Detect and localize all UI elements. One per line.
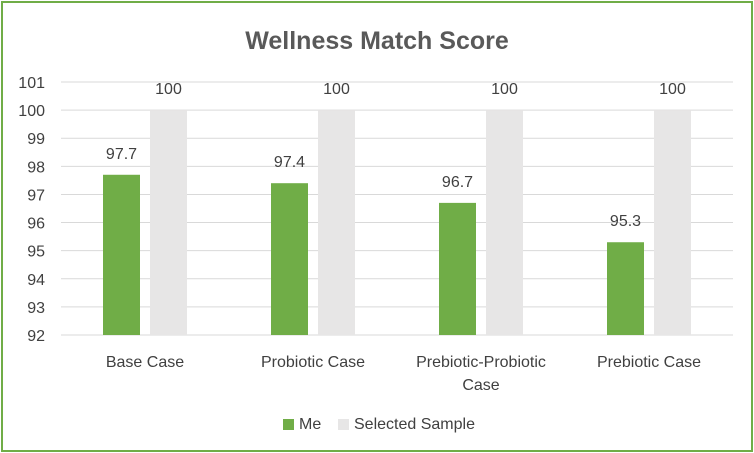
data-label: 97.7: [106, 146, 137, 163]
y-tick-label: 92: [27, 328, 45, 345]
y-tick-label: 101: [18, 75, 45, 92]
bar-selected-sample: [486, 110, 523, 335]
bar-me: [607, 242, 644, 335]
bar-selected-sample: [150, 110, 187, 335]
data-label: 100: [491, 81, 518, 98]
data-label: 96.7: [442, 174, 473, 191]
category-label: Case: [462, 377, 499, 394]
bar-me: [103, 174, 140, 335]
y-tick-label: 98: [27, 159, 45, 176]
y-tick-label: 99: [27, 131, 45, 148]
category-label: Base Case: [106, 354, 184, 371]
bar-selected-sample: [318, 110, 355, 335]
y-tick-label: 100: [18, 103, 45, 120]
legend-swatch-me: [283, 419, 294, 430]
y-tick-label: 95: [27, 244, 45, 261]
legend-swatch-selected-sample: [338, 419, 349, 430]
data-label: 100: [155, 81, 182, 98]
y-tick-label: 97: [27, 187, 45, 204]
category-label: Probiotic Case: [261, 354, 365, 371]
category-label: Prebiotic Case: [597, 354, 701, 371]
bar-me: [439, 202, 476, 335]
legend: Me Selected Sample: [283, 416, 475, 433]
chart-title: Wellness Match Score: [245, 27, 509, 55]
legend-label-me: Me: [299, 416, 321, 433]
category-label: Prebiotic-Probiotic: [416, 354, 546, 371]
data-label: 97.4: [274, 154, 305, 171]
category-labels: Base Case Probiotic Case Prebiotic-Probiot…: [106, 354, 701, 394]
legend-label-selected-sample: Selected Sample: [354, 416, 475, 433]
y-axis-ticks: 92 93 94 95 96 97 98 99 100 101: [18, 75, 45, 345]
y-tick-label: 94: [27, 272, 45, 289]
data-label: 100: [659, 81, 686, 98]
bar-selected-sample: [654, 110, 691, 335]
data-label: 100: [323, 81, 350, 98]
y-tick-label: 96: [27, 216, 45, 233]
y-tick-label: 93: [27, 300, 45, 317]
bars: [103, 110, 691, 335]
data-labels: 97.7 100 97.4 100 96.7 100 95.3 100: [106, 81, 686, 230]
data-label: 95.3: [610, 213, 641, 230]
bar-me: [271, 183, 308, 335]
bar-chart: Wellness Match Score 92 93 94 95 96 97 98 99 100…: [18, 27, 733, 433]
